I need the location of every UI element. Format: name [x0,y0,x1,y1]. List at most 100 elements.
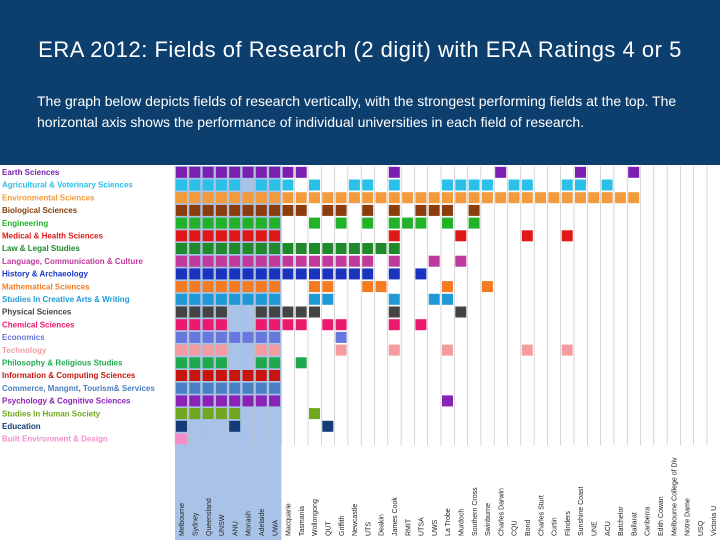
field-label: Medical & Health Sciences [2,232,103,241]
rating-cell [255,243,267,254]
university-label: Victoria U [711,506,718,536]
rating-cell [309,255,320,267]
university-label: Adelaide [259,509,266,536]
rating-cell [428,192,440,204]
rating-cell [176,306,187,318]
rating-cell [481,281,493,293]
rating-cell [189,306,201,318]
rating-cell [561,192,573,204]
rating-cell [455,192,467,204]
rating-cell [309,281,320,293]
university-label: Edith Cowan [658,496,665,536]
rating-cell [455,179,467,191]
rating-cell [269,370,281,381]
rating-cell [229,408,241,420]
rating-cell [189,230,201,242]
rating-cell [282,268,294,280]
rating-cell [348,179,360,191]
rating-cell [215,306,227,318]
university-label: UWA [272,520,279,536]
rating-cell [402,192,414,204]
rating-cell [202,408,214,420]
rating-cell [362,179,374,191]
university-label: UWS [432,519,439,536]
rating-cell [442,179,453,191]
rating-cell [242,217,254,229]
rating-cell [282,243,294,254]
university-label: Batchelor [618,506,625,536]
rating-cell [309,243,320,254]
rating-cell [255,166,267,178]
field-label: History & Archaeology [2,270,88,279]
rating-cell [388,344,400,356]
rating-cell [322,420,334,432]
rating-cell [255,268,267,280]
rating-cell [215,344,227,356]
rating-cell [442,281,453,293]
rating-cell [189,408,201,420]
university-label: Charles Sturt [538,495,545,536]
rating-cell [189,255,201,267]
rating-cell [335,192,347,204]
rating-cell [269,255,281,267]
university-label: Canberra [645,507,652,536]
rating-cell [189,319,201,331]
rating-cell [189,268,201,280]
rating-cell [295,255,307,267]
rating-cell [309,306,320,318]
rating-cell [269,243,281,254]
rating-cell [561,230,573,242]
rating-cell [468,204,480,216]
rating-cell [335,344,347,356]
rating-cell [189,293,201,305]
rating-cell [388,306,400,318]
rating-cell [468,179,480,191]
rating-cell [415,217,427,229]
rating-cell [189,166,201,178]
rating-cell [481,179,493,191]
rating-cell [242,268,254,280]
rating-cell [202,319,214,331]
university-label: UNSW [219,514,226,536]
rating-cell [255,370,267,381]
rating-cell [215,166,227,178]
rating-cell [282,319,294,331]
university-label: Griffith [339,515,346,536]
rating-cell [322,319,334,331]
rating-cell [202,382,214,394]
rating-cell [295,306,307,318]
rating-cell [442,204,453,216]
rating-cell [189,281,201,293]
rating-cell [388,268,400,280]
rating-cell [442,344,453,356]
university-label: UTS [365,522,372,536]
rating-cell [242,243,254,254]
rating-cell [229,382,241,394]
rating-cell [295,268,307,280]
rating-cell [202,204,214,216]
rating-cell [255,255,267,267]
field-label: Education [2,422,41,431]
rating-cell [229,268,241,280]
rating-cell [255,357,267,369]
field-label: Physical Sciences [2,308,72,317]
rating-cell [255,192,267,204]
rating-cell [242,192,254,204]
university-label: Notre Dame [685,498,692,536]
rating-cell [335,243,347,254]
rating-cell [388,166,400,178]
rating-cell [442,395,453,407]
field-label: Earth Sciences [2,168,60,177]
rating-cell [215,395,227,407]
rating-cell [322,268,334,280]
rating-cell [282,255,294,267]
field-label: Mathematical Sciences [2,282,90,291]
rating-cell [215,243,227,254]
university-label: Murdoch [458,509,465,536]
rating-cell [255,319,267,331]
rating-cell [189,179,201,191]
rating-cell [335,268,347,280]
rating-cell [202,230,214,242]
